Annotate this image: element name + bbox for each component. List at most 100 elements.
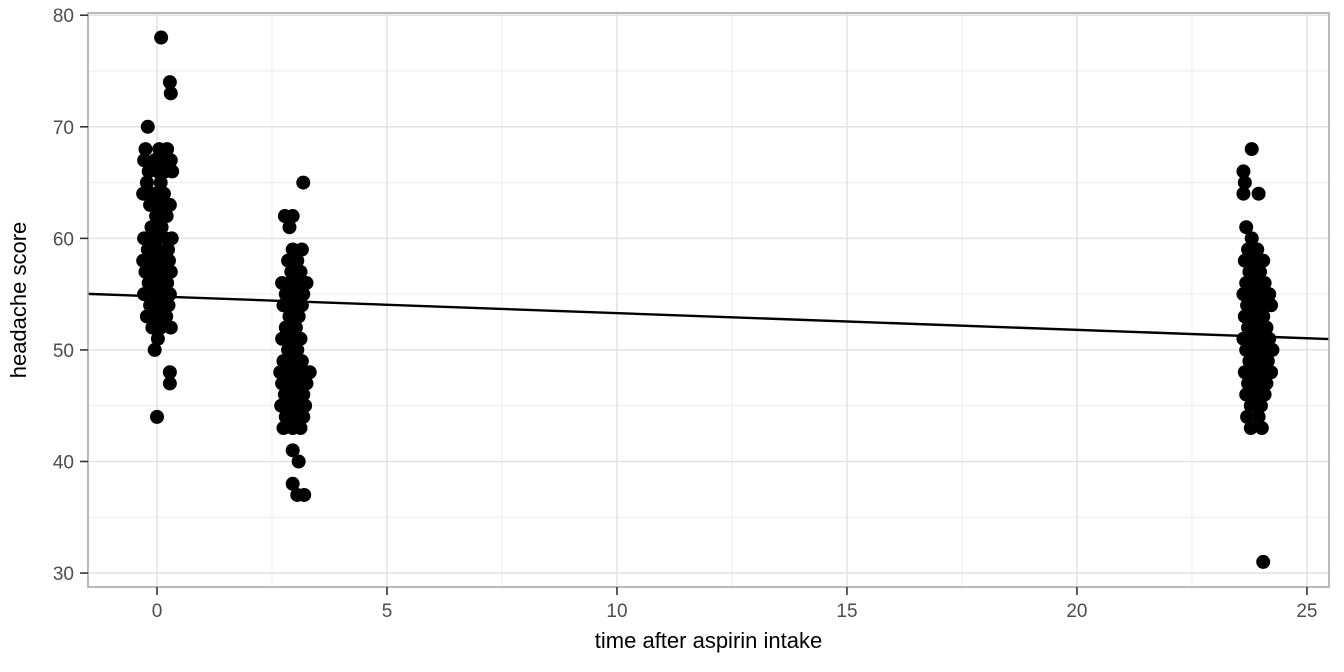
data-point bbox=[159, 309, 174, 324]
data-point bbox=[1264, 298, 1279, 313]
fit-line bbox=[87, 292, 1330, 341]
data-point bbox=[161, 242, 176, 257]
data-point bbox=[1257, 275, 1272, 290]
data-point bbox=[1256, 309, 1271, 324]
data-point bbox=[160, 142, 175, 157]
data-point bbox=[1239, 220, 1254, 235]
data-point bbox=[139, 309, 154, 324]
data-point bbox=[137, 153, 152, 168]
axis-tick-labels: 0 5 10 15 20 25 30 40 50 60 70 80 bbox=[53, 6, 1318, 622]
data-point bbox=[144, 220, 159, 235]
data-point bbox=[136, 186, 151, 201]
x-tick-label: 10 bbox=[606, 601, 627, 622]
data-point bbox=[1237, 175, 1252, 190]
axis-ticks bbox=[80, 14, 1308, 595]
data-point bbox=[294, 354, 309, 369]
data-point bbox=[161, 253, 176, 268]
data-point bbox=[296, 175, 311, 190]
data-point bbox=[1262, 287, 1277, 302]
x-tick-label: 0 bbox=[152, 601, 163, 622]
data-point bbox=[296, 287, 311, 302]
data-points bbox=[136, 30, 1280, 569]
data-point bbox=[278, 320, 293, 335]
y-axis-title: headache score bbox=[6, 222, 31, 379]
data-point bbox=[150, 331, 165, 346]
data-point bbox=[1236, 186, 1251, 201]
data-point bbox=[297, 487, 312, 502]
data-point bbox=[139, 175, 154, 190]
data-point bbox=[153, 175, 168, 190]
data-point bbox=[291, 309, 306, 324]
data-point bbox=[162, 75, 177, 90]
data-point bbox=[152, 197, 167, 212]
data-point bbox=[162, 376, 177, 391]
data-point bbox=[288, 320, 303, 335]
data-point bbox=[282, 220, 297, 235]
data-point bbox=[140, 119, 155, 134]
data-point bbox=[296, 387, 311, 402]
x-tick-label: 20 bbox=[1066, 601, 1087, 622]
x-axis-title: time after aspirin intake bbox=[595, 628, 822, 653]
data-point bbox=[153, 320, 168, 335]
x-tick-label: 5 bbox=[382, 601, 393, 622]
data-point bbox=[1253, 264, 1268, 279]
data-point bbox=[285, 443, 300, 458]
data-point bbox=[285, 476, 300, 491]
data-point bbox=[293, 331, 308, 346]
data-point bbox=[1256, 554, 1271, 569]
panel-border bbox=[87, 12, 1330, 588]
y-tick-label: 80 bbox=[53, 6, 74, 27]
data-point bbox=[165, 164, 180, 179]
data-point bbox=[1250, 242, 1265, 257]
y-tick-label: 70 bbox=[53, 118, 74, 139]
data-point bbox=[294, 242, 309, 257]
data-point bbox=[149, 409, 164, 424]
data-point bbox=[163, 264, 178, 279]
regression-line bbox=[87, 292, 1330, 341]
data-point bbox=[290, 342, 305, 357]
x-tick-label: 15 bbox=[836, 601, 857, 622]
data-point bbox=[1243, 398, 1258, 413]
data-point bbox=[1251, 409, 1266, 424]
data-point bbox=[302, 365, 317, 380]
data-point bbox=[299, 376, 314, 391]
data-point bbox=[161, 298, 176, 313]
data-point bbox=[293, 264, 308, 279]
data-point bbox=[290, 253, 305, 268]
y-tick-label: 60 bbox=[53, 229, 74, 250]
data-point bbox=[1259, 376, 1274, 391]
data-point bbox=[1257, 387, 1272, 402]
data-point bbox=[1259, 320, 1274, 335]
data-point bbox=[291, 454, 306, 469]
data-point bbox=[162, 197, 177, 212]
data-point bbox=[1244, 142, 1259, 157]
data-point bbox=[146, 186, 161, 201]
data-point bbox=[1251, 186, 1266, 201]
data-point bbox=[298, 398, 313, 413]
data-point bbox=[162, 365, 177, 380]
data-point bbox=[1253, 398, 1268, 413]
data-point bbox=[299, 275, 314, 290]
data-point bbox=[1240, 409, 1255, 424]
y-tick-label: 40 bbox=[53, 452, 74, 473]
data-point bbox=[147, 342, 162, 357]
x-tick-label: 25 bbox=[1296, 601, 1317, 622]
data-point bbox=[1236, 164, 1251, 179]
data-point bbox=[154, 220, 169, 235]
data-point bbox=[163, 153, 178, 168]
panel-border-rect bbox=[87, 12, 1330, 588]
y-tick-label: 30 bbox=[53, 564, 74, 585]
data-point bbox=[154, 30, 169, 45]
data-point bbox=[138, 142, 153, 157]
data-point bbox=[285, 209, 300, 224]
data-point bbox=[1262, 331, 1277, 346]
data-point bbox=[156, 186, 171, 201]
data-point bbox=[164, 231, 179, 246]
data-point bbox=[163, 320, 178, 335]
data-point bbox=[1265, 342, 1280, 357]
data-point bbox=[1254, 421, 1269, 436]
data-point bbox=[1264, 365, 1279, 380]
data-point bbox=[159, 209, 174, 224]
